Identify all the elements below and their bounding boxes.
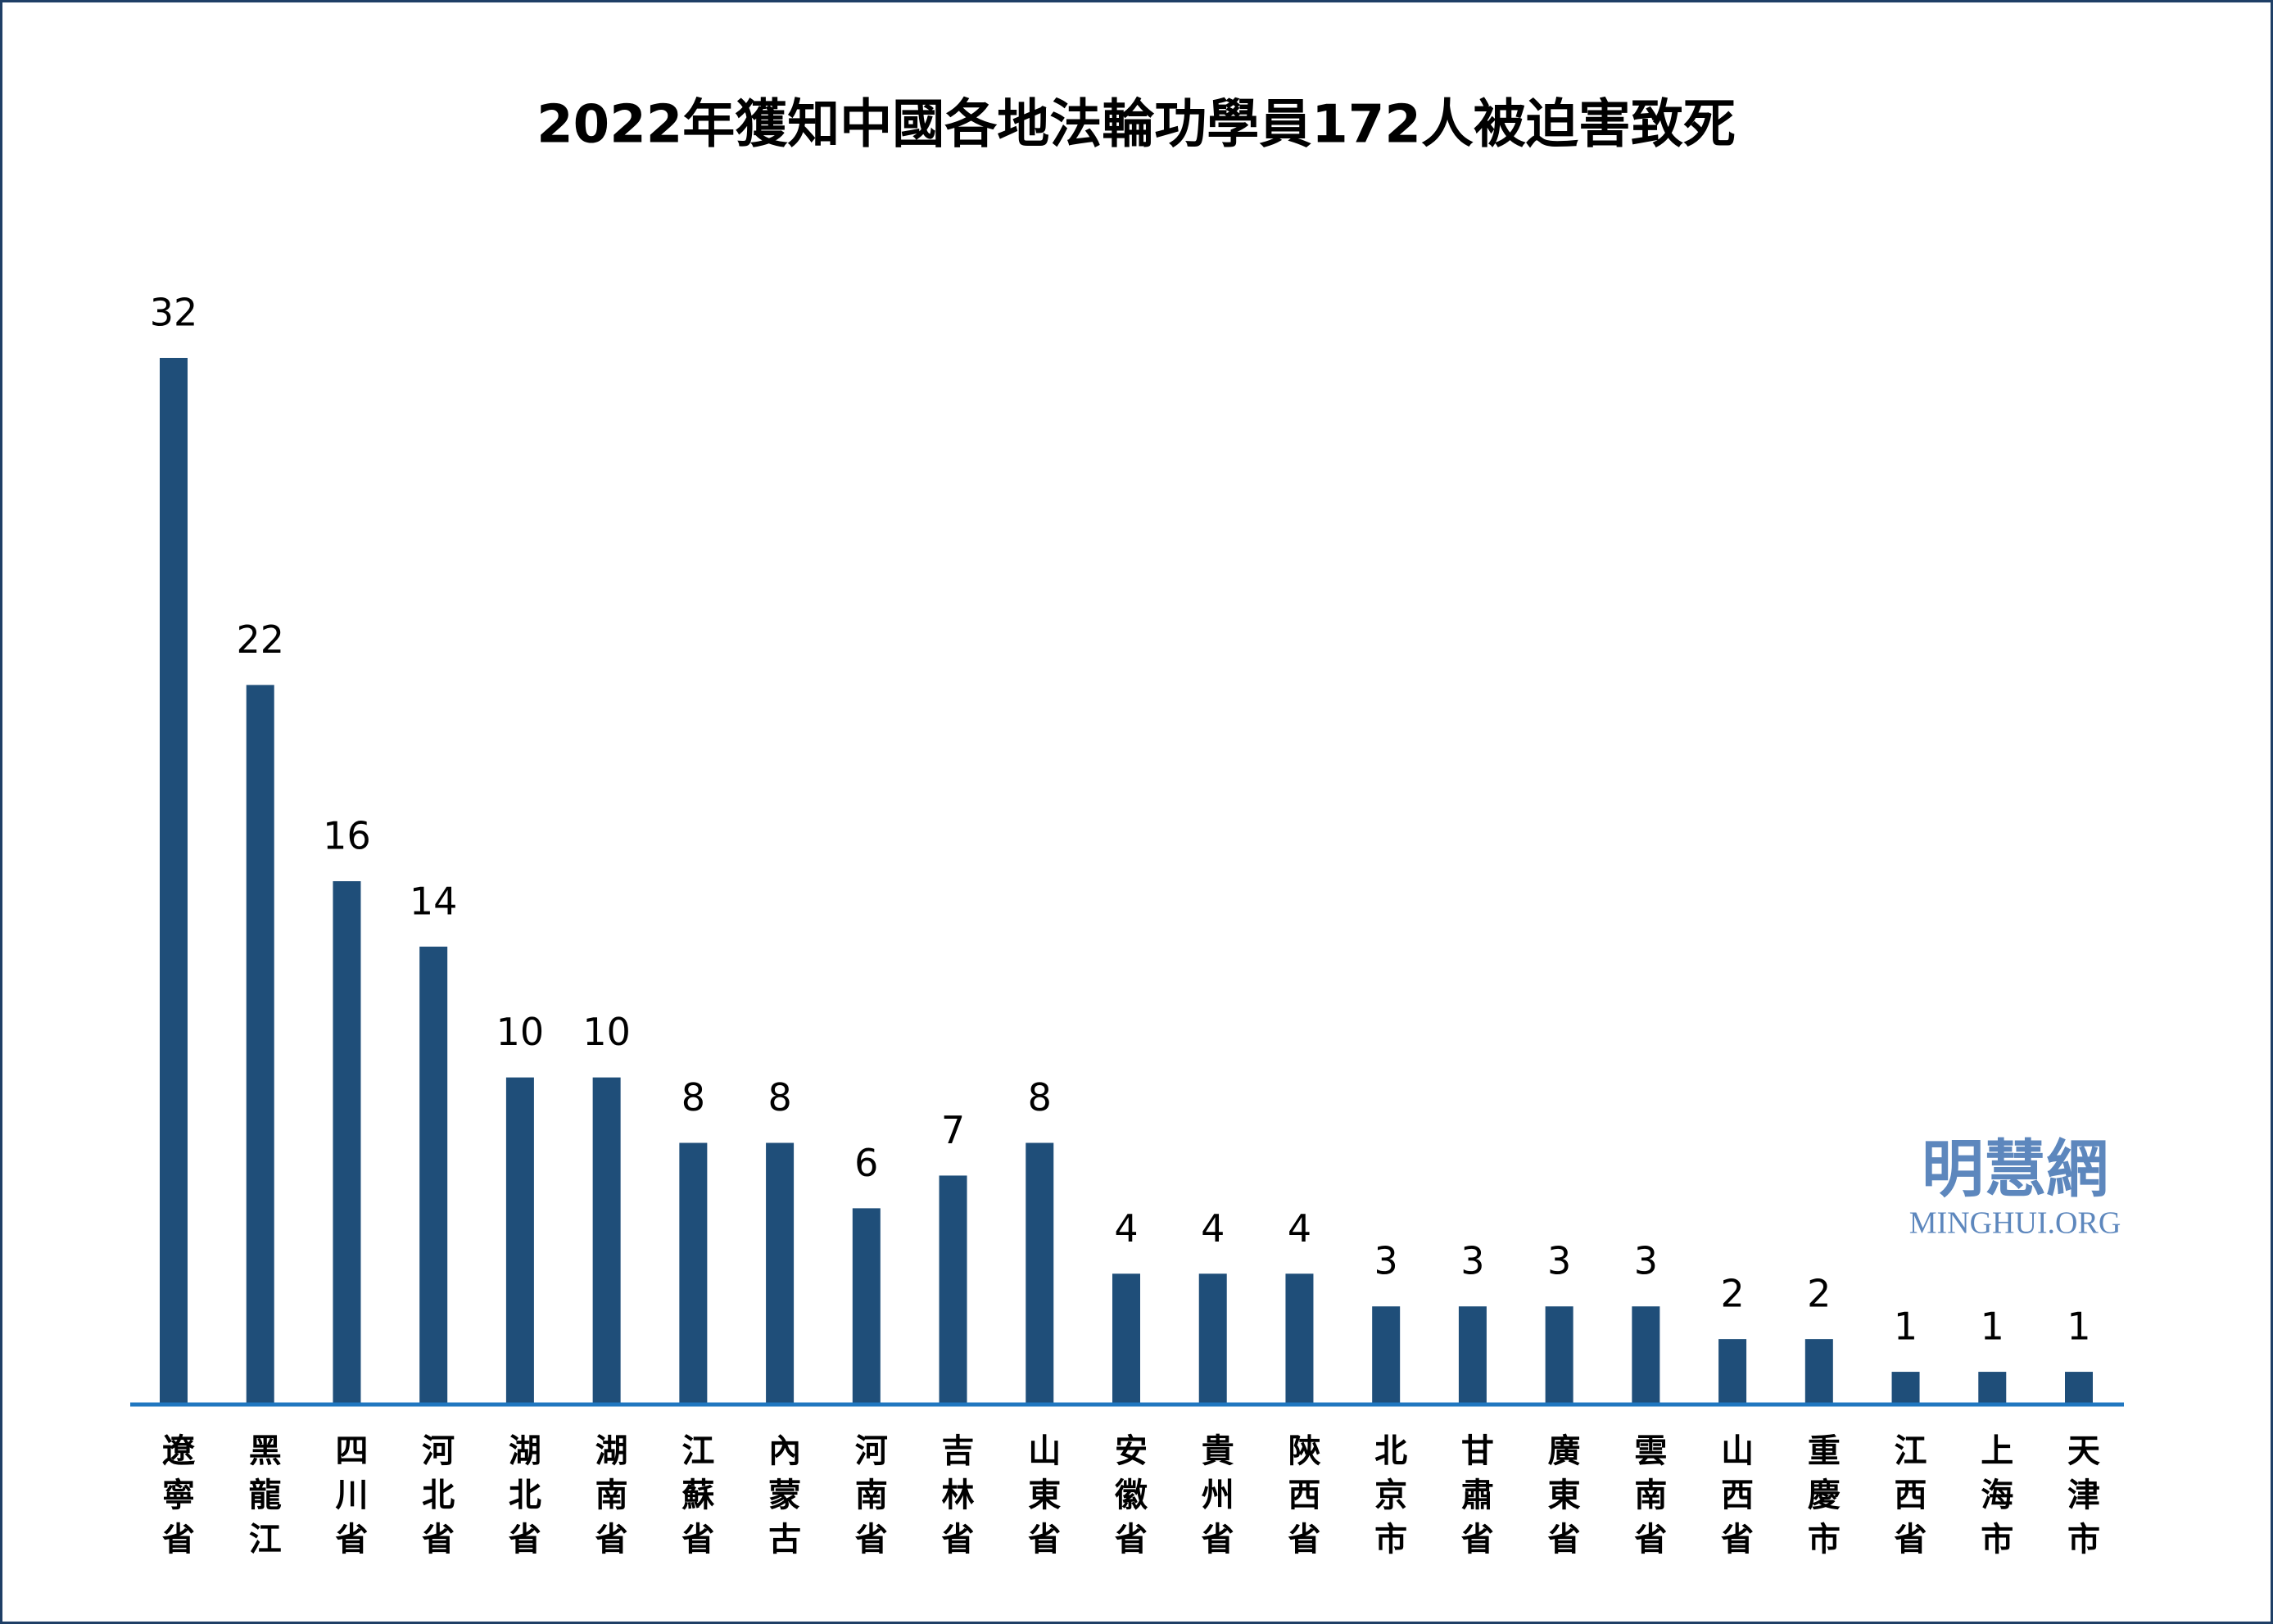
x-tick-label: 廣東省 <box>1542 1433 1581 1566</box>
bar <box>505 1077 534 1405</box>
value-label: 3 <box>1547 1239 1571 1283</box>
x-tick-label: 江蘇省 <box>676 1433 714 1566</box>
bar <box>592 1077 621 1405</box>
bar <box>1978 1372 2007 1405</box>
bar <box>1198 1273 1227 1405</box>
x-tick-label: 陝西省 <box>1282 1433 1320 1566</box>
value-label: 2 <box>1807 1272 1831 1316</box>
bar <box>1632 1306 1660 1405</box>
x-tick-label: 甘肅省 <box>1456 1433 1494 1566</box>
x-tick-label: 內蒙古 <box>763 1433 800 1566</box>
value-label: 8 <box>767 1075 791 1120</box>
x-tick-label: 黑龍江 <box>243 1433 282 1566</box>
value-label: 3 <box>1374 1239 1398 1283</box>
bar <box>1718 1339 1747 1405</box>
bar <box>766 1142 795 1405</box>
bar <box>333 881 361 1405</box>
value-label: 10 <box>582 1010 631 1054</box>
bar <box>246 685 274 1405</box>
value-label: 4 <box>1114 1206 1138 1251</box>
x-tick-label: 河南省 <box>849 1433 888 1566</box>
x-tick-label: 雲南省 <box>1628 1433 1667 1566</box>
x-tick-label: 湖北省 <box>503 1433 541 1566</box>
x-tick-label: 湖南省 <box>590 1433 628 1566</box>
bar <box>939 1175 967 1405</box>
bar <box>1891 1372 1920 1405</box>
bar <box>1372 1306 1401 1405</box>
bar <box>2065 1372 2093 1405</box>
x-tick-label: 北京市 <box>1369 1433 1407 1566</box>
bar <box>679 1142 708 1405</box>
value-label: 3 <box>1634 1239 1658 1283</box>
chart-title: 2022年獲知中國各地法輪功學員172人被迫害致死 <box>537 95 1736 156</box>
x-tick-label: 安徽省 <box>1109 1433 1148 1566</box>
bar <box>852 1208 881 1405</box>
value-label: 8 <box>1028 1075 1052 1120</box>
x-tick-label: 遼寧省 <box>156 1433 195 1566</box>
x-tick-label: 重慶市 <box>1802 1433 1841 1566</box>
value-label: 2 <box>1720 1272 1744 1316</box>
value-label: 3 <box>1460 1239 1484 1283</box>
bar <box>1026 1142 1054 1405</box>
x-tick-label: 貴州省 <box>1196 1433 1234 1566</box>
bar <box>160 358 188 1405</box>
value-label: 16 <box>323 814 371 858</box>
x-tick-label: 江西省 <box>1889 1433 1927 1566</box>
x-tick-label: 天津市 <box>2062 1433 2100 1566</box>
x-tick-label: 上海市 <box>1975 1433 2013 1566</box>
value-label: 1 <box>1981 1305 2004 1349</box>
x-tick-label: 山東省 <box>1022 1433 1061 1566</box>
value-label: 22 <box>236 617 284 662</box>
x-tick-label: 吉林省 <box>936 1433 975 1566</box>
value-label: 8 <box>681 1075 705 1120</box>
value-label: 14 <box>410 879 458 923</box>
x-tick-label: 河北省 <box>416 1433 455 1566</box>
value-label: 6 <box>854 1141 878 1185</box>
value-label: 4 <box>1201 1206 1225 1251</box>
x-tick-label: 四川省 <box>329 1433 368 1566</box>
value-label: 1 <box>2067 1305 2090 1349</box>
bar <box>1545 1306 1573 1405</box>
value-label: 1 <box>1894 1305 1918 1349</box>
bar <box>1112 1273 1140 1405</box>
bar <box>419 946 448 1405</box>
value-label: 4 <box>1288 1206 1311 1251</box>
x-tick-label: 山西省 <box>1715 1433 1754 1566</box>
value-label: 32 <box>150 291 198 335</box>
watermark-url: MINGHUI.ORG <box>1909 1206 2121 1241</box>
value-label: 7 <box>941 1108 965 1152</box>
bar <box>1804 1339 1833 1405</box>
bar <box>1285 1273 1314 1405</box>
value-label: 10 <box>496 1010 545 1054</box>
bar <box>1458 1306 1487 1405</box>
watermark-name: 明慧網 <box>1922 1133 2108 1206</box>
